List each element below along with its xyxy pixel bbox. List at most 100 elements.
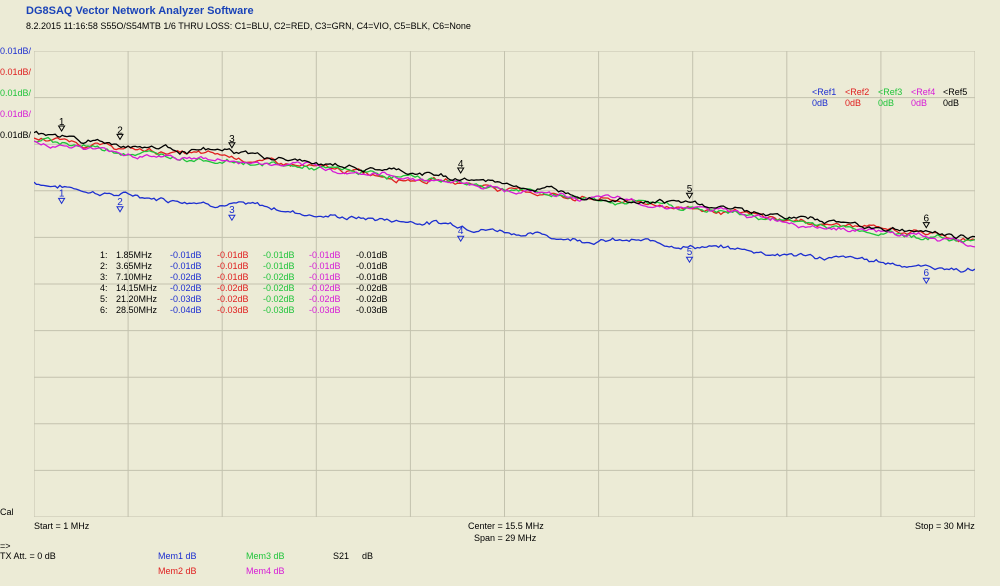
marker-id: 3: (100, 272, 108, 282)
marker-value-c5: -0.01dB (356, 250, 388, 260)
marker-value-c3: -0.01dB (263, 250, 295, 260)
marker-freq: 14.15MHz (116, 283, 158, 293)
mem2-label[interactable]: Mem2 dB (158, 566, 197, 576)
marker-value-c1: -0.01dB (170, 261, 202, 271)
marker-label-bottom: 3 (229, 205, 235, 216)
marker-id: 6: (100, 305, 108, 315)
measurement-subtitle: 8.2.2015 11:16:58 S55O/S54MTB 1/6 THRU L… (26, 21, 471, 31)
trace-line-c1 (34, 181, 975, 273)
marker-triangle-bottom (228, 214, 236, 222)
ref-item-4[interactable]: <Ref4 0dB (911, 87, 935, 109)
mem3-label[interactable]: Mem3 dB (246, 551, 285, 561)
s21-unit: dB (362, 551, 374, 561)
marker-freq: 3.65MHz (116, 261, 153, 271)
marker-value-c4: -0.02dB (309, 294, 341, 304)
marker-value-c4: -0.01dB (309, 250, 341, 260)
marker-freq: 28.50MHz (116, 305, 158, 315)
marker-value-c5: -0.03dB (356, 305, 388, 315)
stop-frequency[interactable]: Stop = 30 MHz (915, 521, 975, 531)
marker-label-bottom: 6 (924, 268, 930, 279)
marker-triangle-bottom (116, 206, 124, 213)
marker-value-c1: -0.01dB (170, 250, 202, 260)
marker-triangle-top (922, 222, 931, 229)
ref-label-4: <Ref4 (911, 87, 936, 97)
ref-value-1: 0dB (812, 98, 829, 108)
marker-label-top: 4 (458, 159, 464, 170)
marker-id: 2: (100, 261, 108, 271)
ref-item-1[interactable]: <Ref1 0dB (812, 87, 836, 109)
marker-triangle-top (57, 125, 66, 132)
marker-id: 4: (100, 283, 108, 293)
arrow-indicator: => (0, 541, 11, 551)
scale-label-c4: 0.01dB/ (0, 109, 32, 119)
ref-value-4: 0dB (911, 98, 928, 108)
marker-value-c2: -0.02dB (217, 283, 249, 293)
ref-item-2[interactable]: <Ref2 0dB (845, 87, 869, 109)
ref-label-5: <Ref5 (943, 87, 968, 97)
trace-line-c4 (34, 140, 975, 248)
marker-value-c3: -0.02dB (263, 283, 295, 293)
marker-label-top: 3 (229, 134, 235, 145)
marker-value-c2: -0.03dB (217, 305, 249, 315)
marker-value-c4: -0.02dB (309, 283, 341, 293)
marker-value-c3: -0.02dB (263, 272, 295, 282)
marker-label-bottom: 4 (458, 226, 464, 237)
ref-value-3: 0dB (878, 98, 895, 108)
scale-label-c3: 0.01dB/ (0, 88, 32, 98)
tx-attenuation[interactable]: TX Att. = 0 dB (0, 551, 56, 561)
marker-value-c2: -0.01dB (217, 261, 249, 271)
marker-value-c1: -0.02dB (170, 272, 202, 282)
marker-label-bottom: 1 (59, 188, 65, 199)
marker-value-c5: -0.02dB (356, 294, 388, 304)
marker-value-c5: -0.02dB (356, 283, 388, 293)
span-frequency[interactable]: Span = 29 MHz (474, 533, 537, 543)
marker-value-c5: -0.01dB (356, 261, 388, 271)
marker-label-top: 1 (59, 117, 65, 128)
marker-value-c4: -0.01dB (309, 261, 341, 271)
marker-triangle-top (116, 133, 124, 141)
marker-triangle-bottom (685, 256, 694, 264)
marker-freq: 21.20MHz (116, 294, 158, 304)
marker-value-c4: -0.01dB (309, 272, 341, 282)
marker-value-c2: -0.02dB (217, 294, 249, 304)
marker-label-top: 5 (687, 184, 693, 195)
marker-triangle-bottom (456, 235, 465, 243)
scale-label-c2: 0.01dB/ (0, 67, 32, 77)
ref-value-5: 0dB (943, 98, 960, 108)
app-title: DG8SAQ Vector Network Analyzer Software (26, 5, 254, 17)
s21-label[interactable]: S21 (333, 551, 350, 561)
marker-label-top: 6 (924, 214, 930, 225)
ref-label-2: <Ref2 (845, 87, 870, 97)
marker-value-c2: -0.01dB (217, 272, 249, 282)
center-frequency[interactable]: Center = 15.5 MHz (468, 521, 544, 531)
mem4-label[interactable]: Mem4 dB (246, 566, 285, 576)
marker-triangle-top (456, 167, 465, 174)
ref-item-5[interactable]: <Ref5 0dB (943, 87, 967, 109)
trace-line-c5 (34, 130, 975, 240)
marker-triangle-top (685, 192, 694, 200)
marker-triangle-bottom (922, 277, 931, 285)
mem1-label[interactable]: Mem1 dB (158, 551, 197, 561)
scale-label-c1: 0.01dB/ (0, 46, 32, 56)
marker-value-c1: -0.03dB (170, 294, 202, 304)
marker-value-c1: -0.02dB (170, 283, 202, 293)
marker-label-bottom: 5 (687, 247, 693, 258)
marker-value-c3: -0.03dB (263, 305, 295, 315)
marker-value-c1: -0.04dB (170, 305, 202, 315)
marker-value-c3: -0.02dB (263, 294, 295, 304)
marker-value-c3: -0.01dB (263, 261, 295, 271)
marker-triangle-top (228, 142, 236, 149)
plot-area[interactable]: 1 1 2 2 3 3 4 4 5 5 6 6 (34, 51, 975, 517)
marker-id: 1: (100, 250, 108, 260)
marker-label-bottom: 2 (117, 197, 123, 208)
cal-label: Cal (0, 507, 14, 517)
start-frequency[interactable]: Start = 1 MHz (34, 521, 90, 531)
ref-item-3[interactable]: <Ref3 0dB (878, 87, 902, 109)
marker-triangle-bottom (57, 197, 66, 205)
scale-label-c5: 0.01dB/ (0, 130, 32, 140)
marker-value-c4: -0.03dB (309, 305, 341, 315)
ref-value-2: 0dB (845, 98, 862, 108)
marker-value-c2: -0.01dB (217, 250, 249, 260)
ref-label-3: <Ref3 (878, 87, 903, 97)
marker-id: 5: (100, 294, 108, 304)
